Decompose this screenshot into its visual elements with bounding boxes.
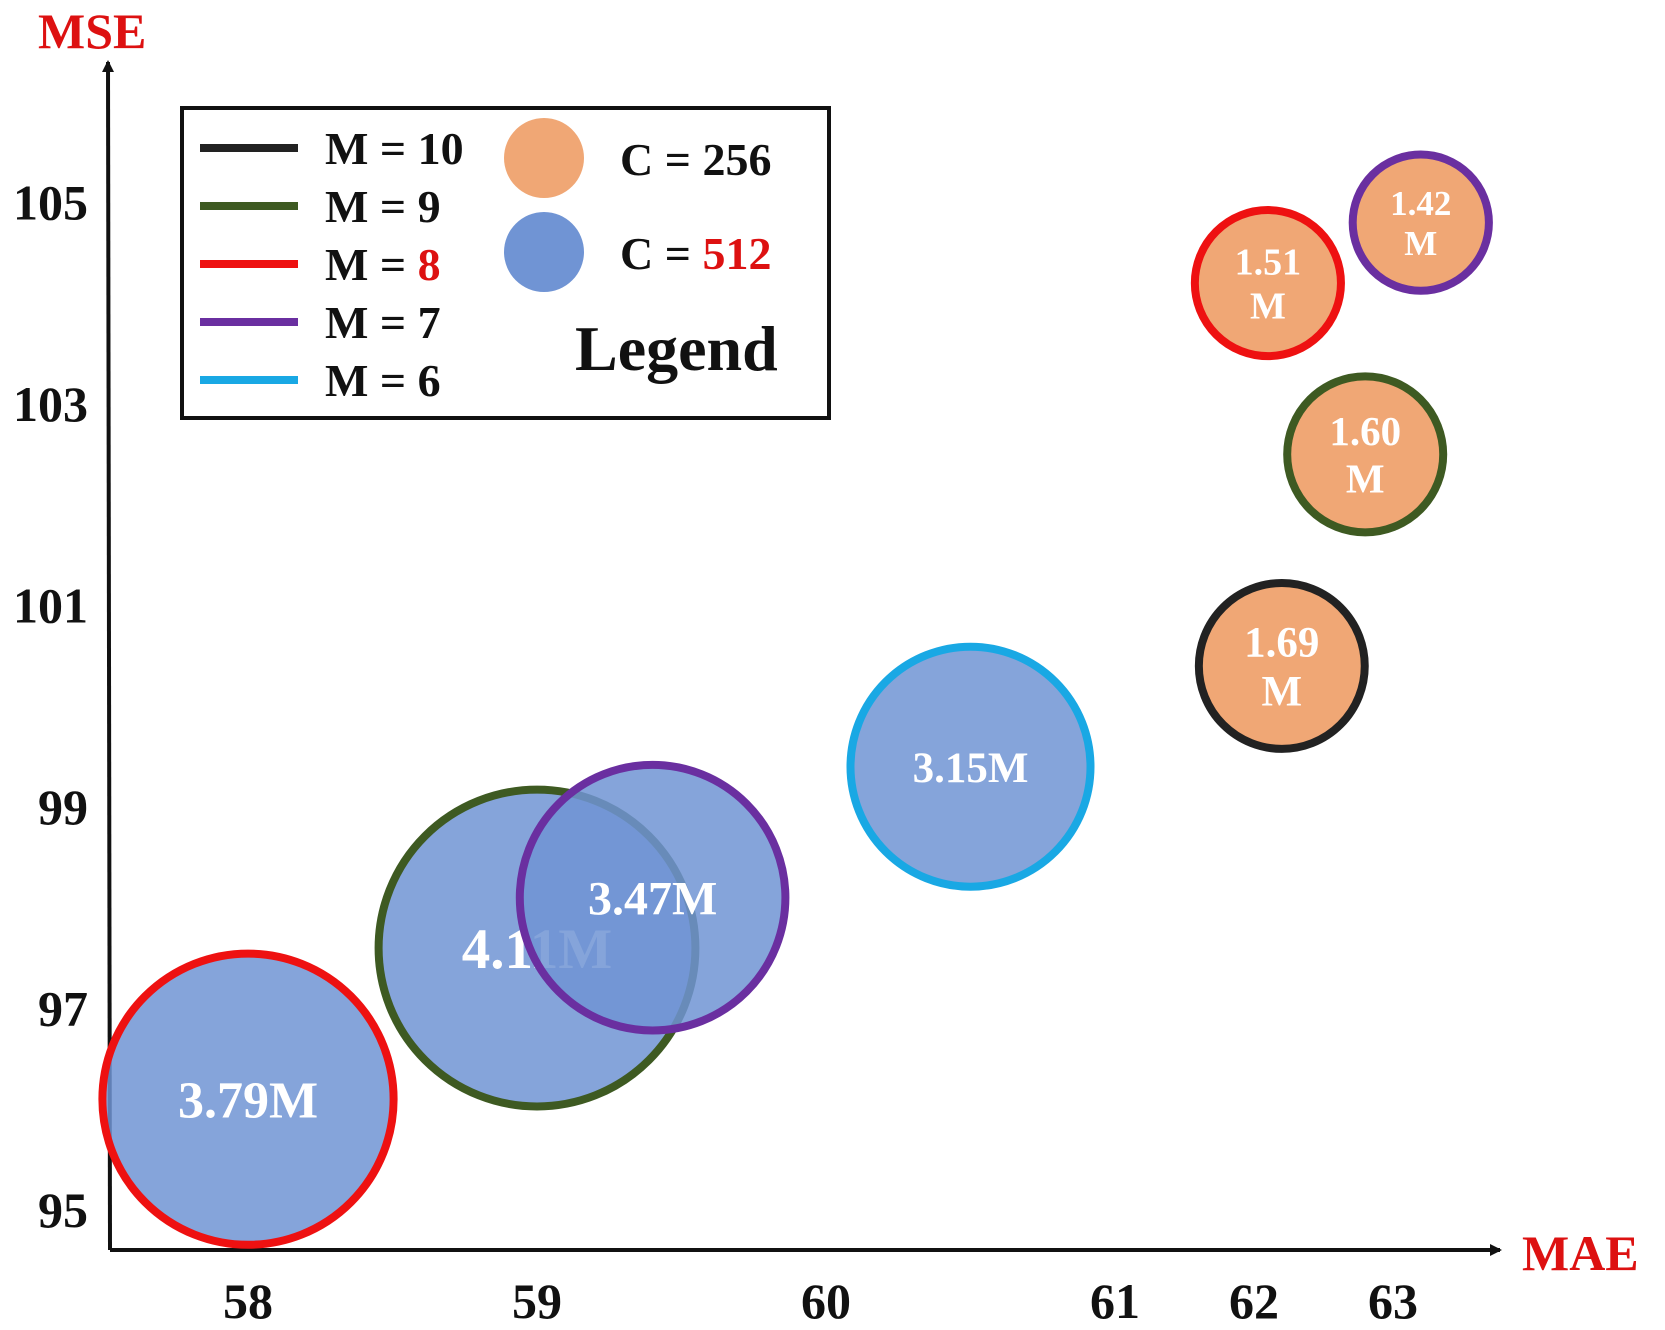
bubble-circle	[846, 642, 1095, 891]
legend-prefix: M =	[325, 355, 418, 406]
y-tick-label: 101	[13, 578, 88, 634]
bubble-label: M	[1404, 224, 1437, 263]
legend-prefix: C =	[620, 228, 702, 279]
bubble-label: 3.47M	[588, 872, 717, 925]
legend-value: 10	[418, 123, 464, 174]
legend-fill-label: C = 256	[620, 134, 771, 185]
legend-prefix: C =	[620, 134, 702, 185]
bubble-label: 3.15M	[913, 745, 1029, 792]
bubble-label: 1.51	[1235, 242, 1302, 284]
bubble: 1.51M	[1190, 206, 1345, 361]
legend-value: 9	[418, 181, 441, 232]
y-tick-label: 97	[38, 981, 88, 1037]
x-tick-label: 58	[223, 1273, 273, 1329]
y-axis-title: MSE	[38, 3, 146, 59]
x-tick-labels: 58 59 60 61 62 63	[223, 1273, 1418, 1329]
legend-fill-swatch	[504, 212, 584, 292]
bubble-label: 1.42	[1390, 184, 1451, 223]
x-tick-label: 61	[1090, 1273, 1140, 1329]
legend-value: 256	[702, 134, 771, 185]
legend-prefix: M =	[325, 297, 418, 348]
bubble: 1.69M	[1194, 579, 1369, 753]
legend-value: 512	[702, 228, 771, 279]
bubble-circle	[1283, 372, 1448, 537]
x-tick-label: 59	[512, 1273, 562, 1329]
bubble-label: 3.79M	[178, 1072, 318, 1129]
legend-value: 7	[418, 297, 441, 348]
bubble-label: M	[1262, 669, 1303, 716]
bubble: 3.47M	[515, 760, 790, 1035]
y-tick-label: 105	[13, 175, 88, 231]
bubble-label: 1.69	[1244, 619, 1319, 666]
legend-prefix: M =	[325, 123, 418, 174]
bubble: 1.60M	[1283, 372, 1448, 537]
legend-line-label: M = 8	[325, 239, 441, 290]
legend-fill-swatch	[504, 118, 584, 198]
legend-fill-label: C = 512	[620, 228, 771, 279]
bubble-circle	[1348, 150, 1493, 295]
bubble-circle	[515, 760, 790, 1035]
legend-prefix: M =	[325, 239, 418, 290]
bubble-circle	[1190, 206, 1345, 361]
legend-line-label: M = 9	[325, 181, 441, 232]
bubble-circle	[1194, 579, 1369, 753]
y-tick-labels: 95 97 99 101 103 105	[13, 175, 88, 1239]
legend-value: 8	[418, 239, 441, 290]
bubble-circle	[98, 949, 398, 1249]
legend-line-label: M = 10	[325, 123, 464, 174]
bubble: 1.42M	[1348, 150, 1493, 295]
bubble-label: M	[1346, 455, 1385, 501]
bubble-label: 1.60	[1329, 408, 1401, 454]
legend-title: Legend	[575, 313, 778, 384]
y-tick-label: 99	[38, 779, 88, 835]
x-tick-label: 60	[801, 1273, 851, 1329]
legend-line-label: M = 6	[325, 355, 441, 406]
legend-line-entries: M = 10M = 9M = 8M = 7M = 6	[200, 123, 464, 406]
bubble: 3.15M	[846, 642, 1095, 891]
y-tick-label: 103	[13, 376, 88, 432]
legend-value: 6	[418, 355, 441, 406]
legend-prefix: M =	[325, 181, 418, 232]
legend-line-label: M = 7	[325, 297, 441, 348]
x-tick-label: 63	[1368, 1273, 1418, 1329]
x-axis-title: MAE	[1522, 1225, 1639, 1281]
bubble: 3.79M	[98, 949, 398, 1249]
x-tick-label: 62	[1229, 1273, 1279, 1329]
y-tick-label: 95	[38, 1182, 88, 1238]
bubble-label: M	[1250, 285, 1286, 327]
